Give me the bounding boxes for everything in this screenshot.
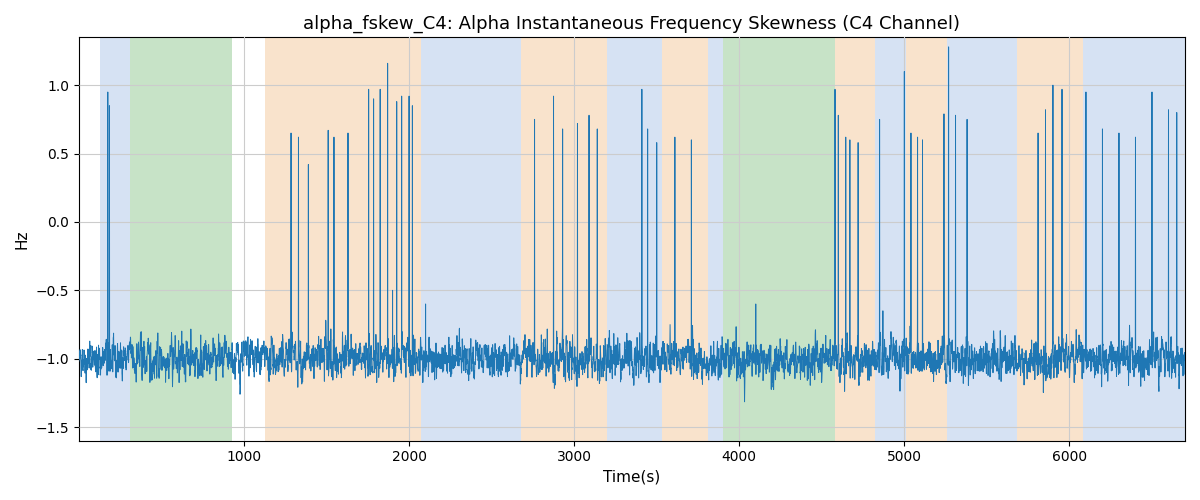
Bar xyxy=(661,38,708,440)
Bar xyxy=(875,38,906,440)
X-axis label: Time(s): Time(s) xyxy=(604,470,660,485)
Bar xyxy=(130,38,233,440)
Bar xyxy=(947,38,1016,440)
Bar xyxy=(722,38,835,440)
Bar xyxy=(607,38,661,440)
Bar xyxy=(265,38,421,440)
Y-axis label: Hz: Hz xyxy=(14,230,30,249)
Bar xyxy=(906,38,947,440)
Bar xyxy=(835,38,875,440)
Bar xyxy=(521,38,607,440)
Bar xyxy=(1016,38,1082,440)
Bar xyxy=(708,38,722,440)
Bar xyxy=(101,38,130,440)
Title: alpha_fskew_C4: Alpha Instantaneous Frequency Skewness (C4 Channel): alpha_fskew_C4: Alpha Instantaneous Freq… xyxy=(304,15,960,34)
Bar xyxy=(421,38,521,440)
Bar xyxy=(1082,38,1186,440)
